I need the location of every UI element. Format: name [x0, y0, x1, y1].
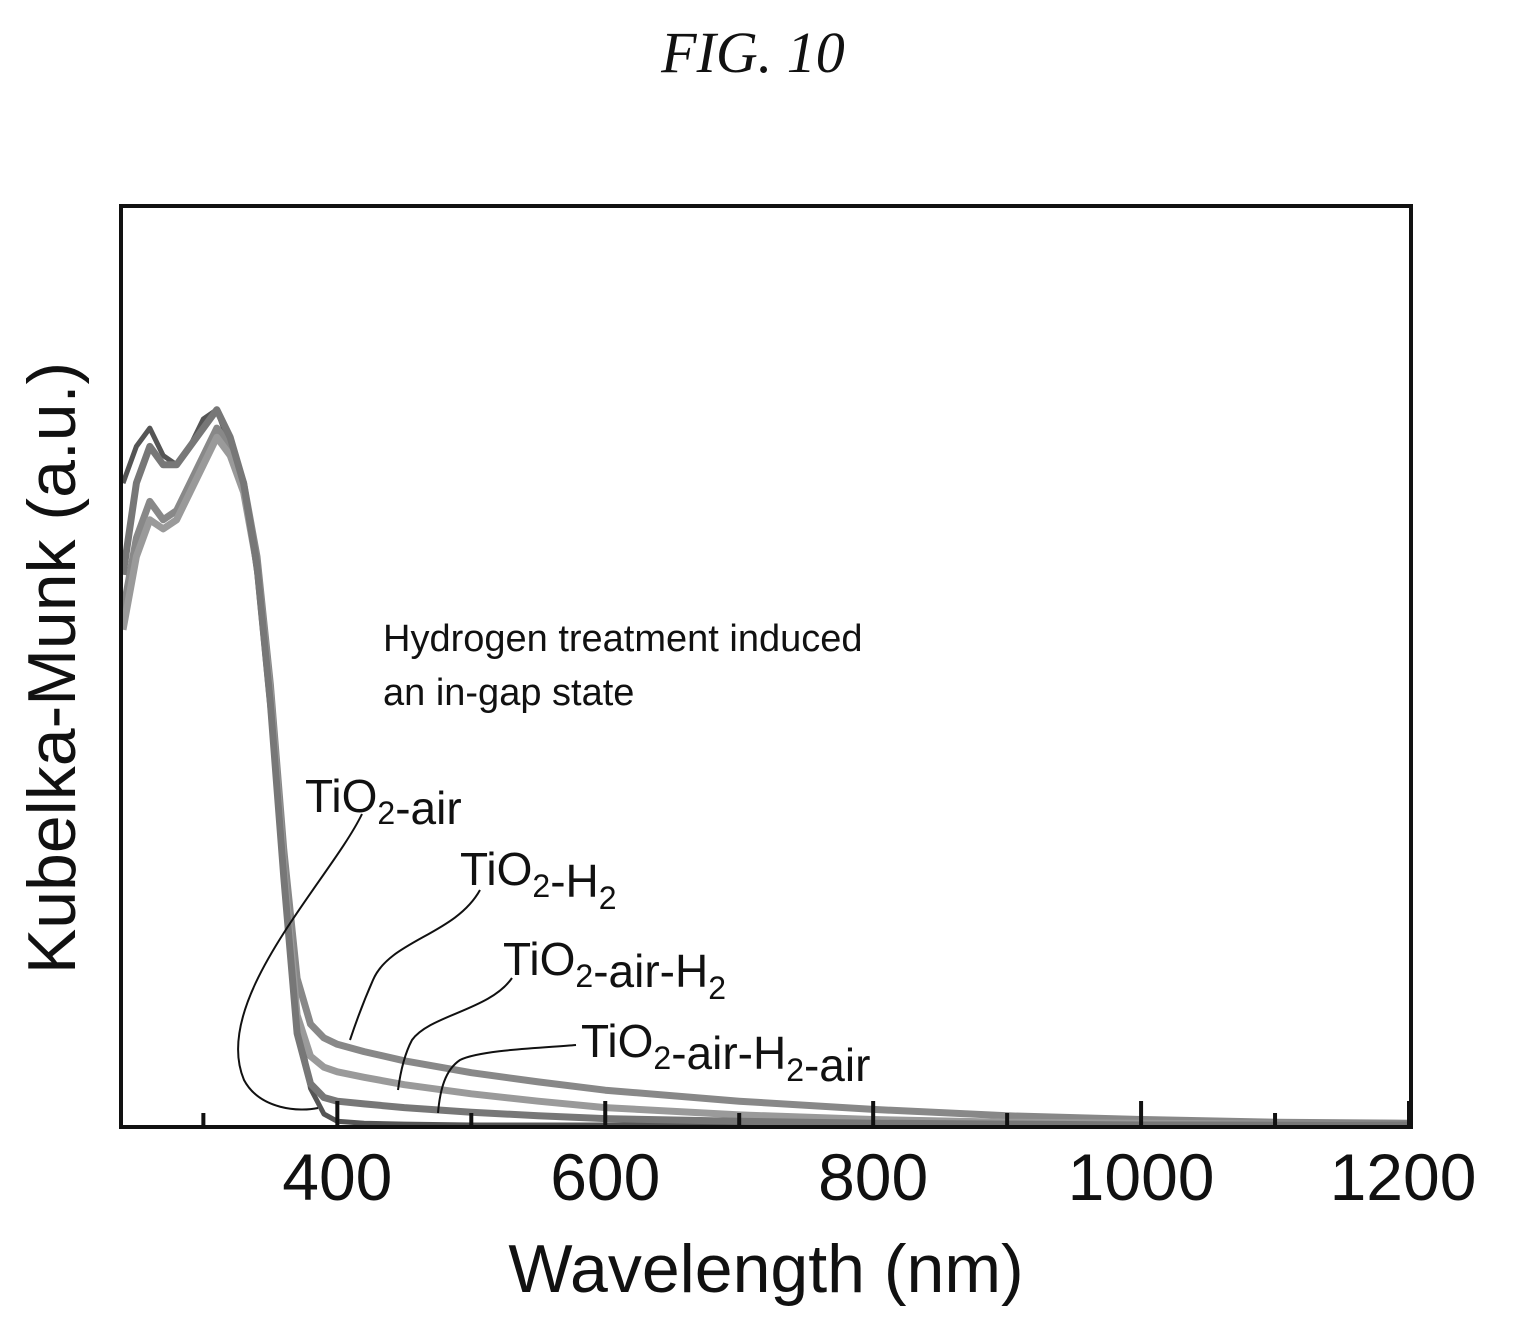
series-label: TiO2-air-H2	[503, 933, 726, 1006]
x-tick-layer: 400 600 800 1000 1200	[201, 1101, 1477, 1214]
series-label: TiO2-air-H2-air	[581, 1015, 870, 1091]
series-leader-line	[237, 813, 363, 1111]
series-line-3	[119, 433, 1410, 1129]
x-tick-label: 1000	[1068, 1140, 1215, 1214]
series-label-layer: TiO2-air TiO2-H2 TiO2-air-H2 TiO2-air-H2-ai…	[237, 770, 870, 1114]
series-label: TiO2-air	[305, 770, 462, 834]
x-tick-label: 400	[282, 1140, 392, 1214]
series-leader-line	[349, 889, 481, 1041]
x-axis-label: Wavelength (nm)	[508, 1231, 1023, 1307]
y-axis-label: Kubelka-Munk (a.u.)	[14, 362, 90, 974]
series-leader-line	[437, 1044, 577, 1114]
x-tick-label: 600	[550, 1140, 660, 1214]
series-line-1	[120, 407, 1409, 1128]
series-label: TiO2-H2	[460, 843, 617, 916]
annotation-line-1: Hydrogen treatment induced	[383, 618, 863, 660]
annotation-line-2: an in-gap state	[383, 672, 634, 714]
series-line-2	[119, 424, 1410, 1127]
x-tick-label: 800	[818, 1140, 928, 1214]
series-layer	[119, 406, 1410, 1129]
series-line-4	[119, 406, 1409, 1129]
plot-frame	[119, 204, 1413, 1129]
series-leader-line	[397, 977, 513, 1091]
figure-label: FIG. 10	[660, 20, 845, 85]
x-tick-label: 1200	[1330, 1140, 1477, 1214]
